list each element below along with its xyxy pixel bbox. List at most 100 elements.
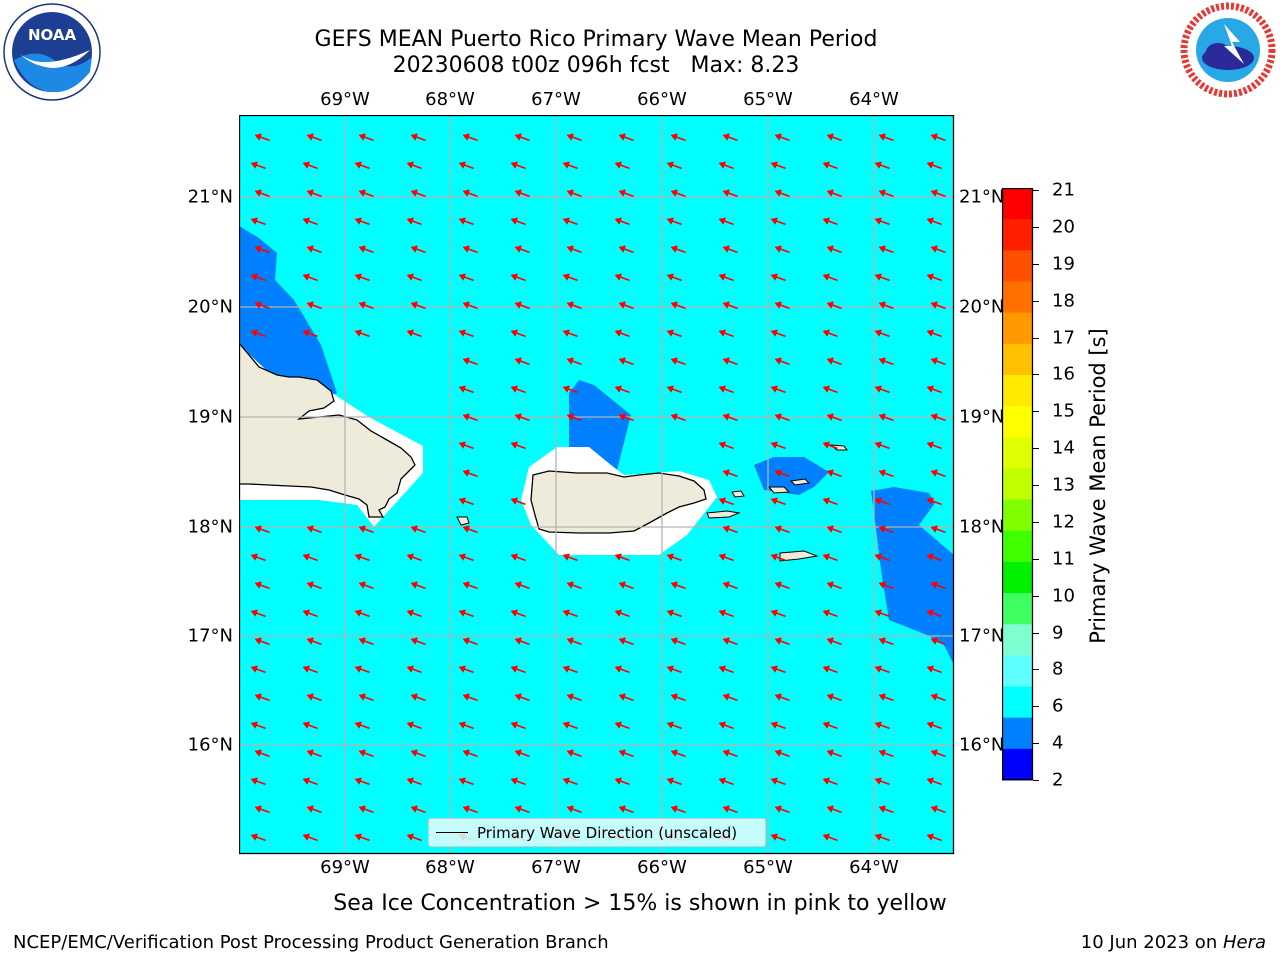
wave-direction-arrow: [562, 721, 578, 730]
lon-tick-top: 64°W: [849, 89, 899, 110]
wave-direction-arrow: [874, 833, 890, 842]
wave-direction-arrow: [826, 525, 842, 534]
wave-direction-arrow: [878, 805, 894, 814]
wave-direction-arrow: [930, 133, 946, 142]
wave-direction-arrow: [926, 385, 942, 394]
wave-direction-arrow: [874, 721, 890, 730]
legend-label: Primary Wave Direction (unscaled): [477, 823, 738, 842]
colorbar-tick-label: 19: [1052, 253, 1075, 275]
wave-direction-arrow: [878, 637, 894, 646]
wave-direction-arrow: [462, 581, 478, 590]
colorbar-tick-label: 12: [1052, 511, 1075, 533]
st-croix-island: [779, 550, 819, 562]
wave-direction-arrow: [306, 805, 322, 814]
mona-island: [456, 516, 470, 526]
st-thomas-island: [767, 486, 791, 494]
wave-direction-arrow: [458, 441, 474, 450]
colorbar-tick-mark: [1033, 632, 1039, 634]
wave-direction-arrow: [926, 777, 942, 786]
wave-direction-arrow: [926, 497, 942, 506]
wave-direction-arrow: [930, 693, 946, 702]
wave-direction-arrow: [666, 777, 682, 786]
wave-direction-arrow: [462, 245, 478, 254]
wave-direction-arrow: [514, 693, 530, 702]
wave-direction-arrow: [358, 189, 374, 198]
wave-direction-arrow: [306, 301, 322, 310]
wave-direction-arrow: [302, 609, 318, 618]
wave-direction-arrow: [670, 301, 686, 310]
wave-direction-arrow: [618, 245, 634, 254]
wave-direction-arrow: [406, 217, 422, 226]
wave-direction-arrow: [666, 609, 682, 618]
colorbar-segment: [1002, 593, 1033, 625]
colorbar-tick-label: 18: [1052, 290, 1075, 312]
lat-tick-left: 21°N: [187, 186, 233, 208]
colorbar-tick-mark: [1033, 780, 1039, 781]
wave-direction-arrow: [926, 161, 942, 170]
wave-direction-arrow: [874, 497, 890, 506]
vieques-island: [706, 510, 741, 519]
lat-tick-right: 16°N: [959, 734, 1005, 756]
wave-direction-arrow: [926, 441, 942, 450]
wave-direction-arrow: [774, 525, 790, 534]
wave-direction-arrow: [354, 161, 370, 170]
wave-direction-arrow: [878, 133, 894, 142]
wave-direction-arrow: [566, 413, 582, 422]
colorbar-segment: [1002, 748, 1033, 781]
wave-direction-arrow: [562, 553, 578, 562]
map-legend: Primary Wave Direction (unscaled): [428, 818, 766, 847]
wave-direction-arrow: [302, 217, 318, 226]
wave-direction-arrow: [670, 693, 686, 702]
legend-line-swatch: [436, 832, 468, 833]
wave-direction-arrow: [770, 833, 786, 842]
lat-tick-left: 19°N: [187, 406, 233, 428]
wave-direction-arrow: [930, 245, 946, 254]
wave-direction-arrow: [358, 581, 374, 590]
wave-direction-arrow: [306, 189, 322, 198]
wave-direction-arrow: [722, 805, 738, 814]
colorbar-frame: [1002, 188, 1034, 781]
wave-direction-arrow: [410, 637, 426, 646]
map-frame: [239, 115, 955, 855]
wave-direction-arrow: [562, 329, 578, 338]
wave-direction-arrow: [562, 777, 578, 786]
wave-direction-arrow: [354, 721, 370, 730]
colorbar-segment: [1002, 468, 1033, 501]
wave-direction-arrow: [826, 245, 842, 254]
wave-direction-arrow: [566, 693, 582, 702]
lat-tick-right: 17°N: [959, 625, 1005, 647]
wave-direction-arrow: [406, 609, 422, 618]
footer-credit: NCEP/EMC/Verification Post Processing Pr…: [13, 932, 609, 953]
wave-direction-arrow: [306, 637, 322, 646]
wave-direction-arrow: [302, 329, 318, 338]
wave-direction-arrow: [874, 777, 890, 786]
wave-direction-arrow: [514, 357, 530, 366]
wave-direction-arrow: [458, 497, 474, 506]
wave-direction-arrow: [666, 665, 682, 674]
lon-tick-bottom: 68°W: [425, 857, 475, 878]
lon-tick-top: 65°W: [743, 89, 793, 110]
colorbar-tick-mark: [1033, 190, 1039, 191]
wave-direction-arrow: [510, 329, 526, 338]
colorbar-tick-mark: [1033, 411, 1039, 413]
wave-direction-arrow: [354, 273, 370, 282]
wave-direction-arrow: [722, 189, 738, 198]
wave-direction-arrow: [406, 721, 422, 730]
wave-direction-arrow: [926, 721, 942, 730]
wave-direction-arrow: [926, 329, 942, 338]
wave-direction-arrow: [510, 497, 526, 506]
wave-direction-arrow: [930, 469, 946, 478]
wave-direction-arrow: [306, 749, 322, 758]
wave-direction-arrow: [718, 161, 734, 170]
noaa-logo-text: NOAA: [28, 26, 77, 44]
colorbar-tick-mark: [1033, 337, 1039, 339]
wave-direction-arrow: [458, 665, 474, 674]
wave-direction-arrow: [874, 609, 890, 618]
wave-direction-arrow: [822, 329, 838, 338]
graticule-grid: [239, 115, 954, 854]
colorbar-tick-label: 4: [1052, 732, 1064, 754]
colorbar-segment: [1002, 406, 1033, 438]
wave-direction-arrow: [874, 385, 890, 394]
wave-direction-arrow: [618, 749, 634, 758]
wave-direction-arrow: [514, 805, 530, 814]
